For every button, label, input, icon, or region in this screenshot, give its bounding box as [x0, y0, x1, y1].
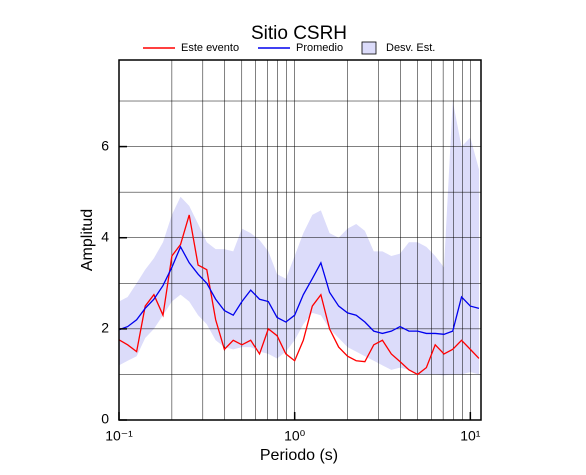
legend-label: Este evento [181, 42, 239, 54]
x-tick-label: 10⁰ [284, 428, 306, 444]
legend-label: Desv. Est. [386, 42, 435, 54]
legend-swatch [361, 41, 377, 55]
y-tick-label: 0 [101, 411, 109, 427]
y-tick-label: 6 [101, 137, 109, 153]
y-tick-label: 2 [101, 320, 109, 336]
legend-label: Promedio [296, 42, 343, 54]
series-line [118, 245, 480, 335]
x-tick-label: 10¹ [460, 428, 481, 444]
x-tick-label: 10⁻¹ [105, 428, 133, 444]
plot-frame [118, 59, 482, 421]
std-band [119, 101, 479, 376]
y-axis-label: Amplitud [79, 209, 96, 271]
x-axis-label: Periodo (s) [260, 447, 338, 464]
chart-title: Sitio CSRH [251, 23, 347, 44]
y-tick-label: 4 [101, 228, 109, 244]
series-line [118, 214, 480, 376]
